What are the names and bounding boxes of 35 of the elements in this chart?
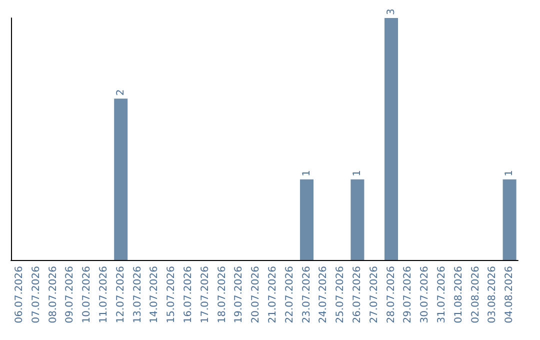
x-tick-label: 30.07.2026 xyxy=(420,266,431,324)
x-tick-label: 13.07.2026 xyxy=(132,266,144,324)
data-label: 3 xyxy=(386,8,397,15)
x-tick-label: 04.08.2026 xyxy=(504,266,516,324)
data-label: 1 xyxy=(301,170,312,176)
x-tick-label: 07.07.2026 xyxy=(30,266,42,324)
x-tick-label: 01.08.2026 xyxy=(453,266,464,324)
x-tick-label: 29.07.2026 xyxy=(402,266,414,324)
x-tick-label: 22.07.2026 xyxy=(284,266,296,324)
x-tick-label: 23.07.2026 xyxy=(301,266,312,324)
x-tick-label: 11.07.2026 xyxy=(98,266,110,324)
x-tick-label: 10.07.2026 xyxy=(82,266,93,324)
x-tick-label: 28.07.2026 xyxy=(386,266,397,324)
x-tick-label: 02.08.2026 xyxy=(470,266,482,324)
x-tick-label: 19.07.2026 xyxy=(234,266,245,324)
x-tick-label: 26.07.2026 xyxy=(352,266,363,324)
x-tick-label: 03.08.2026 xyxy=(487,266,498,324)
x-tick-label: 24.07.2026 xyxy=(318,266,330,324)
x-tick-label: 08.07.2026 xyxy=(48,266,59,324)
data-label: 1 xyxy=(352,170,363,176)
x-tick-label: 20.07.2026 xyxy=(250,266,262,324)
x-tick-label: 16.07.2026 xyxy=(182,266,194,324)
x-tick-label: 09.07.2026 xyxy=(64,266,76,324)
x-tick-label: 25.07.2026 xyxy=(335,266,346,324)
x-tick-label: 21.07.2026 xyxy=(267,266,278,324)
x-tick-label: 06.07.2026 xyxy=(14,266,25,324)
data-label: 1 xyxy=(504,170,516,176)
x-tick-label: 14.07.2026 xyxy=(149,266,160,324)
x-tick-label: 15.07.2026 xyxy=(166,266,178,324)
x-tick-label: 18.07.2026 xyxy=(216,266,228,324)
x-tick-label: 17.07.2026 xyxy=(200,266,211,324)
data-label: 2 xyxy=(115,89,126,96)
x-tick-label: 27.07.2026 xyxy=(368,266,380,324)
x-tick-label: 12.07.2026 xyxy=(115,266,126,324)
x-tick-label: 31.07.2026 xyxy=(436,266,448,324)
